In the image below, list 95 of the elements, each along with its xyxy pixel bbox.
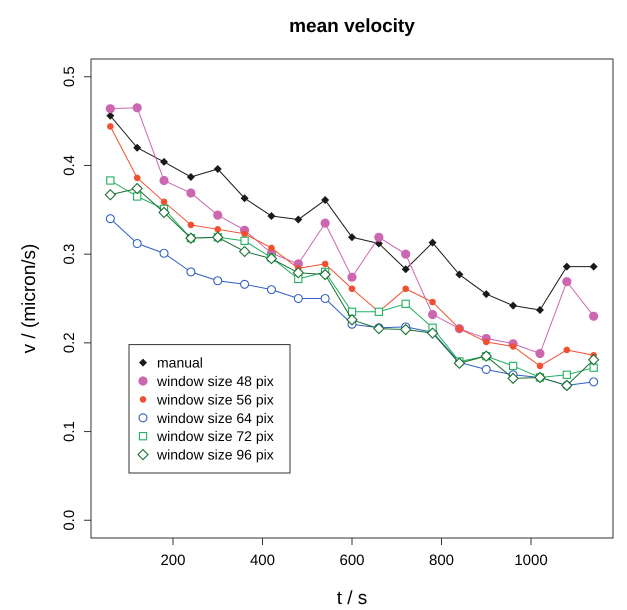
- point: [132, 182, 143, 194]
- legend-label: window size 64 pix: [156, 410, 274, 426]
- y-tick-label: 0.2: [61, 332, 78, 354]
- point: [186, 172, 195, 181]
- point: [347, 272, 357, 282]
- point: [346, 314, 358, 326]
- x-tick-label: 400: [250, 552, 276, 569]
- chart-title: mean velocity: [289, 16, 416, 37]
- point: [589, 312, 598, 321]
- point: [188, 222, 194, 228]
- point: [562, 262, 571, 271]
- legend-label: window size 96 pix: [156, 446, 274, 463]
- point: [589, 377, 598, 386]
- point: [320, 269, 331, 280]
- point: [240, 280, 250, 289]
- point: [160, 158, 168, 166]
- legend-label: window size 48 pix: [156, 373, 274, 389]
- y-tick-label: 0.5: [61, 66, 78, 88]
- point: [186, 188, 196, 198]
- point: [159, 176, 169, 186]
- y-tick-label: 0.4: [61, 155, 78, 176]
- point: [214, 226, 222, 233]
- point: [429, 298, 436, 306]
- point: [536, 362, 544, 370]
- point: [320, 294, 330, 304]
- point: [294, 216, 302, 224]
- y-tick-label: 0.3: [61, 244, 78, 265]
- point: [240, 194, 249, 202]
- y-axis-title: v / (micron/s): [19, 244, 40, 354]
- point: [104, 189, 116, 200]
- point: [268, 244, 275, 252]
- point: [322, 260, 328, 268]
- point: [564, 346, 570, 354]
- point: [294, 294, 303, 304]
- point: [106, 176, 114, 185]
- point: [348, 285, 356, 292]
- point: [402, 265, 410, 274]
- point: [374, 232, 384, 242]
- legend-label: manual: [157, 354, 203, 371]
- point: [402, 300, 410, 308]
- point: [348, 308, 356, 316]
- point: [562, 277, 572, 286]
- point: [241, 230, 248, 238]
- point: [213, 276, 222, 286]
- point: [320, 218, 330, 228]
- point: [132, 103, 142, 112]
- point: [133, 144, 142, 152]
- x-tick-label: 800: [428, 552, 454, 569]
- y-tick-label: 0.0: [61, 510, 78, 531]
- x-tick-label: 200: [160, 552, 186, 569]
- legend-label: window size 56 pix: [156, 391, 274, 408]
- point: [348, 233, 356, 242]
- point: [266, 285, 276, 294]
- point: [106, 214, 115, 224]
- point: [590, 262, 598, 271]
- point: [107, 123, 114, 130]
- legend-label: window size 72 pix: [156, 428, 274, 444]
- point: [292, 267, 304, 278]
- point: [267, 212, 276, 220]
- point: [214, 164, 222, 173]
- point: [213, 210, 222, 220]
- x-tick-label: 1000: [514, 552, 548, 569]
- point: [158, 206, 170, 218]
- point: [482, 290, 490, 298]
- point: [508, 372, 519, 384]
- x-tick-label: 600: [339, 552, 365, 569]
- point: [400, 324, 412, 336]
- point: [160, 198, 168, 206]
- point: [240, 236, 249, 245]
- point: [510, 343, 516, 350]
- point: [536, 306, 544, 314]
- point: [266, 253, 277, 264]
- point: [106, 104, 115, 114]
- point: [482, 364, 491, 374]
- point: [134, 174, 140, 182]
- point: [482, 338, 490, 346]
- point: [588, 354, 600, 366]
- point: [508, 362, 518, 370]
- point: [590, 364, 598, 372]
- point: [401, 250, 410, 259]
- x-axis-title: t / s: [336, 588, 368, 609]
- point: [402, 285, 410, 292]
- point: [186, 267, 196, 276]
- point: [159, 248, 169, 258]
- point: [239, 246, 250, 258]
- point: [132, 238, 142, 248]
- point: [321, 196, 330, 204]
- point: [455, 270, 464, 279]
- point: [428, 310, 438, 320]
- point: [535, 348, 545, 358]
- point: [428, 238, 437, 247]
- point: [562, 370, 571, 379]
- point: [509, 302, 518, 310]
- point: [133, 192, 142, 201]
- y-tick-label: 0.1: [61, 421, 78, 442]
